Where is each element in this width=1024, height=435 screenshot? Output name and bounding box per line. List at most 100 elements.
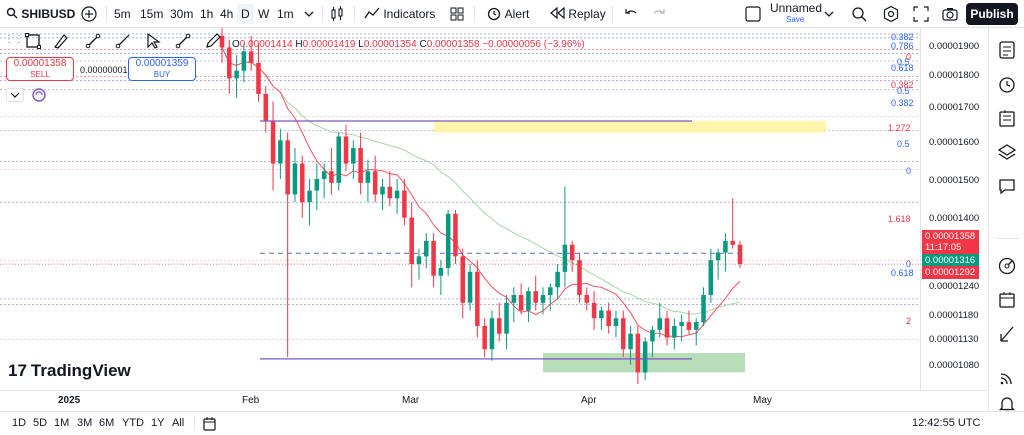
fib-label: 1.618 xyxy=(888,214,911,224)
sync-icon[interactable] xyxy=(32,88,46,102)
brush-tool-icon[interactable] xyxy=(52,32,70,50)
candle-body xyxy=(613,318,619,326)
camera-icon[interactable] xyxy=(941,5,959,23)
speedometer-icon[interactable] xyxy=(997,256,1017,276)
utc-clock[interactable]: 12:42:55 UTC xyxy=(912,417,981,429)
legend-open: 0.00001414 xyxy=(239,39,293,50)
alerts-clock-icon[interactable] xyxy=(997,74,1017,94)
candle-body xyxy=(686,322,692,330)
layers-icon[interactable] xyxy=(997,142,1017,162)
tradingview-logo-mark-icon: 17 xyxy=(8,361,27,380)
candle-body xyxy=(489,318,495,350)
notes-icon[interactable] xyxy=(997,108,1017,128)
publish-button[interactable]: Publish xyxy=(966,3,1018,25)
range-1d[interactable]: 1D xyxy=(12,417,27,429)
chevron-down-icon[interactable] xyxy=(820,5,838,23)
candle-body xyxy=(285,140,290,195)
interval-4h[interactable]: 4h xyxy=(220,7,234,21)
time-axis[interactable]: 2025 Feb Mar Apr May xyxy=(0,390,988,411)
candle-body xyxy=(518,295,524,311)
interval-5m[interactable]: 5m xyxy=(114,7,131,21)
range-1m[interactable]: 1M xyxy=(54,417,70,429)
streams-wifi-icon[interactable] xyxy=(997,368,1017,388)
candle-body xyxy=(409,217,414,265)
interval-15m[interactable]: 15m xyxy=(140,7,164,21)
cursor-arrow-icon[interactable] xyxy=(144,32,162,50)
drag-handle-icon[interactable]: ⋮⋮ xyxy=(4,34,24,45)
bottom-divider xyxy=(194,417,195,430)
candle-body xyxy=(701,295,706,323)
candle-body xyxy=(263,93,269,121)
range-6m[interactable]: 6M xyxy=(99,417,115,429)
indicators-button[interactable]: Indicators xyxy=(364,0,435,28)
quick-search-icon[interactable] xyxy=(850,5,868,23)
sell-button[interactable]: 0.00001358 SELL xyxy=(6,57,74,81)
fib-label: 0.618 xyxy=(891,63,914,73)
interval-1h[interactable]: 1h xyxy=(200,7,214,21)
rectangle-tool-icon[interactable] xyxy=(24,32,42,50)
candle-body xyxy=(635,333,641,373)
range-ytd[interactable]: YTD xyxy=(122,417,144,429)
ray-tool-icon[interactable] xyxy=(114,32,132,50)
range-3m[interactable]: 3M xyxy=(77,417,93,429)
range-all[interactable]: All xyxy=(172,417,185,429)
buy-button[interactable]: 0.00001359 BUY xyxy=(128,57,196,81)
candle-body xyxy=(467,271,473,303)
chevron-down-icon[interactable] xyxy=(300,5,318,23)
trend-line-tool-icon[interactable] xyxy=(84,32,102,50)
pencil-tool-icon[interactable] xyxy=(204,32,222,50)
alert-button[interactable]: Alert xyxy=(486,0,529,28)
interval-d[interactable]: D xyxy=(237,4,254,24)
calendar-icon[interactable] xyxy=(997,290,1017,310)
candle-body xyxy=(431,240,436,276)
ma-fast-badge: 0.00001292 xyxy=(922,266,979,279)
bar-countdown-badge: 11:17:05 xyxy=(922,241,979,254)
candle-body xyxy=(307,190,312,203)
toolbar-divider xyxy=(354,6,355,22)
candles-icon[interactable] xyxy=(328,5,346,23)
candle-body xyxy=(591,302,597,319)
chat-icon[interactable] xyxy=(997,176,1017,196)
symbol-search-button[interactable]: SHIBUSD xyxy=(6,0,75,28)
candle-body xyxy=(679,322,684,326)
price-axis[interactable]: 0.00001900 0.00001800 0.00001700 0.00001… xyxy=(920,28,988,390)
replay-button[interactable]: Replay xyxy=(549,0,606,28)
candle-body xyxy=(737,244,743,265)
fullscreen-icon[interactable] xyxy=(912,5,930,23)
ma-slow-line xyxy=(221,47,741,315)
range-5d[interactable]: 5D xyxy=(33,417,48,429)
collapse-chevron-icon[interactable] xyxy=(6,88,24,102)
interval-w[interactable]: W xyxy=(258,7,270,21)
candle-body xyxy=(227,47,232,79)
line-tool-icon[interactable] xyxy=(174,32,192,50)
interval-1m[interactable]: 1m xyxy=(277,7,294,21)
watchlist-icon[interactable] xyxy=(997,40,1017,60)
pine-editor-icon[interactable] xyxy=(997,324,1017,344)
candle-body xyxy=(723,240,728,253)
goto-date-icon[interactable] xyxy=(202,416,218,432)
undo-icon[interactable] xyxy=(622,5,640,23)
alert-label: Alert xyxy=(504,7,530,21)
interval-30m[interactable]: 30m xyxy=(170,7,194,21)
layout-name[interactable]: Unnamed xyxy=(770,1,823,15)
range-1y[interactable]: 1Y xyxy=(151,417,165,429)
fib-label: 2 xyxy=(906,316,912,326)
candle-body xyxy=(606,310,611,326)
templates-grid-icon[interactable] xyxy=(448,5,466,23)
time-tick: Mar xyxy=(402,395,420,406)
candle-body xyxy=(351,148,356,164)
candle-body xyxy=(321,171,327,179)
settings-gear-icon[interactable] xyxy=(882,5,900,23)
compare-add-icon[interactable] xyxy=(80,5,98,23)
price-tick: 0.00001180 xyxy=(929,310,979,321)
candle-body xyxy=(241,51,247,71)
alarm-clock-icon xyxy=(487,7,501,21)
price-tick: 0.00001600 xyxy=(929,137,980,148)
candle-body xyxy=(365,171,371,183)
layout-checkbox-icon[interactable] xyxy=(744,5,762,23)
indicators-label: Indicators xyxy=(383,7,436,21)
spread-value: 0.00000001 xyxy=(80,65,128,75)
chart-pane[interactable] xyxy=(0,28,920,390)
redo-icon[interactable] xyxy=(650,5,668,23)
candle-body xyxy=(715,252,721,261)
